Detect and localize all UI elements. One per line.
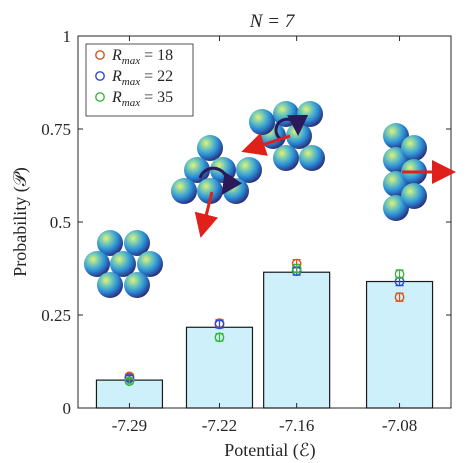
y-tick-label: 0.25 bbox=[41, 306, 71, 325]
y-tick-label: 0.75 bbox=[41, 120, 71, 139]
x-tick-label: -7.22 bbox=[202, 416, 237, 435]
cluster-illustration-3 bbox=[241, 101, 325, 171]
point-series3-1 bbox=[124, 376, 135, 387]
legend-marker-1 bbox=[95, 50, 105, 60]
x-axis: -7.29 -7.22 -7.16 -7.08 bbox=[112, 36, 417, 435]
y-tick-label: 1 bbox=[63, 27, 72, 46]
y-tick-label: 0.5 bbox=[50, 213, 71, 232]
x-tick-label: -7.08 bbox=[382, 416, 417, 435]
chart-title: N = 7 bbox=[249, 11, 296, 32]
point-series2-2 bbox=[214, 319, 225, 330]
point-series3-4 bbox=[394, 269, 405, 279]
legend-label-1: Rmax = 18 bbox=[111, 47, 173, 67]
x-tick-label: -7.16 bbox=[279, 416, 314, 435]
bar-4 bbox=[365, 280, 434, 409]
legend-marker-3 bbox=[95, 92, 105, 102]
y-axis: 0 0.25 0.5 0.75 1 bbox=[41, 27, 451, 418]
legend-label-3: Rmax = 35 bbox=[111, 89, 173, 109]
bar-3 bbox=[263, 271, 331, 409]
point-series3-3 bbox=[291, 263, 302, 274]
cluster-illustration-2 bbox=[171, 135, 262, 238]
x-axis-label: Potential (ℰ) bbox=[224, 440, 315, 461]
legend-label-2: Rmax = 22 bbox=[111, 68, 173, 88]
legend-marker-2 bbox=[95, 71, 105, 81]
x-tick-label: -7.29 bbox=[112, 416, 147, 435]
cluster-illustration-4 bbox=[383, 123, 456, 221]
cluster-illustration-1 bbox=[84, 230, 163, 298]
data-points bbox=[124, 258, 405, 387]
point-series1-4 bbox=[394, 292, 405, 303]
y-tick-label: 0 bbox=[63, 399, 72, 418]
point-series3-2 bbox=[214, 332, 225, 343]
y-axis-label: Probability (𝒫) bbox=[10, 167, 31, 276]
